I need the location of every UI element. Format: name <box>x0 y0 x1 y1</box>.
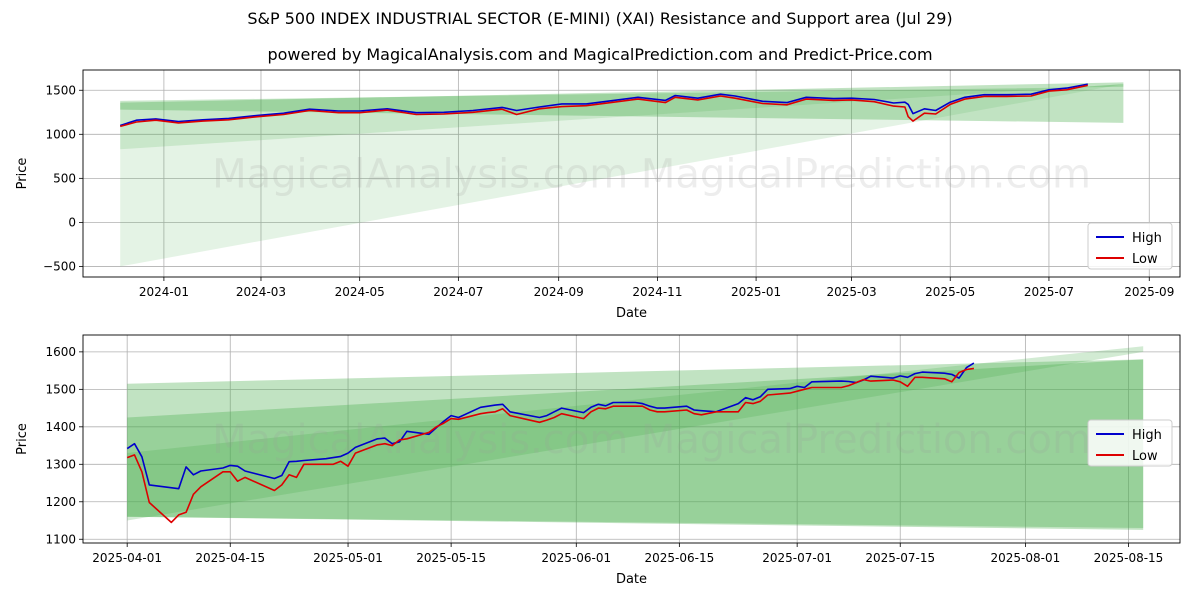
recent-zoom-legend: High Low <box>1087 419 1173 467</box>
recent-zoom-xtick-label-1: 2025-04-15 <box>195 551 265 565</box>
recent-zoom-series-low <box>126 367 975 524</box>
full-history-band-3 <box>120 84 1124 267</box>
full-history-xlabel: Date <box>616 306 647 321</box>
full-history-ytick-label-2: 500 <box>53 171 76 185</box>
recent-zoom-legend-label-low: Low <box>1132 449 1158 464</box>
recent-zoom-xtick-label-4: 2025-06-01 <box>541 551 611 565</box>
full-history-series-high <box>119 83 1088 127</box>
full-history-xtick-label-10: 2025-09 <box>1124 285 1174 299</box>
full-history-band-1 <box>120 82 1124 123</box>
recent-zoom-xlabel: Date <box>616 572 647 587</box>
recent-zoom-ytick-label-0: 1100 <box>45 532 76 546</box>
recent-zoom-ytick-label-5: 1600 <box>45 345 76 359</box>
recent-zoom-xtick-label-6: 2025-07-01 <box>762 551 832 565</box>
full-history-ytick-label-0: −500 <box>43 259 76 273</box>
full-history-xtick-label-7: 2025-03 <box>826 285 876 299</box>
full-history-xtick-label-1: 2024-03 <box>236 285 286 299</box>
full-history-xtick-label-2: 2024-05 <box>335 285 385 299</box>
full-history-xtick-label-5: 2024-11 <box>632 285 682 299</box>
full-history-ylabel: Price <box>15 158 30 190</box>
recent-zoom-series-high <box>126 362 975 490</box>
full-history-ytick-label-3: 1000 <box>45 127 76 141</box>
recent-zoom-xtick-label-2: 2025-05-01 <box>313 551 383 565</box>
recent-zoom-xtick-label-3: 2025-05-15 <box>416 551 486 565</box>
recent-zoom-ytick-label-4: 1500 <box>45 382 76 396</box>
full-history-band-2 <box>120 84 1124 150</box>
full-history-xtick-label-0: 2024-01 <box>139 285 189 299</box>
full-history-ytick-label-4: 1500 <box>45 83 76 97</box>
full-history-legend-label-low: Low <box>1132 252 1158 267</box>
full-history-xtick-label-8: 2025-05 <box>925 285 975 299</box>
recent-zoom-band-1 <box>127 359 1144 529</box>
recent-zoom-xtick-label-7: 2025-07-15 <box>865 551 935 565</box>
full-history-legend: High Low <box>1087 222 1173 270</box>
recent-zoom-xtick-label-9: 2025-08-15 <box>1094 551 1164 565</box>
chart-title: S&P 500 INDEX INDUSTRIAL SECTOR (E-MINI)… <box>247 9 953 28</box>
full-history-ytick-label-1: 0 <box>68 215 76 229</box>
recent-zoom-xtick-label-0: 2025-04-01 <box>92 551 162 565</box>
full-history-xtick-label-6: 2025-01 <box>731 285 781 299</box>
full-history-xtick-label-3: 2024-07 <box>433 285 483 299</box>
recent-zoom-ytick-label-1: 1200 <box>45 495 76 509</box>
full-history-series-low <box>119 84 1088 128</box>
recent-zoom-ylabel: Price <box>15 423 30 455</box>
recent-zoom-axes-frame <box>82 334 1181 544</box>
recent-zoom-band-2 <box>127 359 1144 530</box>
full-history-watermark: MagicalAnalysis.com MagicalPrediction.co… <box>212 152 1091 198</box>
recent-zoom-xtick-label-8: 2025-08-01 <box>991 551 1061 565</box>
recent-zoom-legend-box <box>1087 419 1173 467</box>
recent-zoom-ytick-label-2: 1300 <box>45 457 76 471</box>
full-history-xtick-label-9: 2025-07 <box>1024 285 1074 299</box>
recent-zoom-legend-label-high: High <box>1132 428 1162 443</box>
full-history-axes-frame <box>82 69 1181 278</box>
recent-zoom-xtick-label-5: 2025-06-15 <box>644 551 714 565</box>
recent-zoom-ytick-label-3: 1400 <box>45 420 76 434</box>
recent-zoom-band-3 <box>127 346 1144 521</box>
recent-zoom-watermark: MagicalAnalysis.com MagicalPrediction.co… <box>212 417 1091 463</box>
chart-subtitle: powered by MagicalAnalysis.com and Magic… <box>267 45 933 64</box>
full-history-xtick-label-4: 2024-09 <box>534 285 584 299</box>
full-history-legend-label-high: High <box>1132 231 1162 246</box>
full-history-legend-box <box>1087 222 1173 270</box>
